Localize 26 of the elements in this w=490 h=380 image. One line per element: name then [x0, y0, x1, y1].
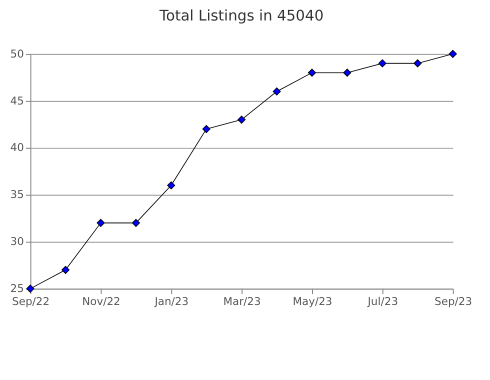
- y-tick-label: 25: [10, 282, 24, 296]
- point: [448, 50, 457, 58]
- chart-title: Total Listings in 45040: [158, 8, 324, 25]
- y-tick-label: 50: [10, 47, 24, 60]
- point: [132, 218, 140, 227]
- y-tick-label: 30: [10, 235, 24, 248]
- y-tick-label: 45: [10, 94, 24, 108]
- point: [96, 218, 105, 227]
- point: [62, 266, 70, 274]
- point: [343, 68, 352, 77]
- point: [272, 87, 281, 96]
- point: [238, 116, 246, 124]
- x-tick-label: May/23: [292, 294, 332, 308]
- x-tick-label: Mar/23: [223, 294, 261, 308]
- x-tick-label: Jan/23: [154, 294, 189, 308]
- x-tick-label: Sep/22: [12, 294, 50, 308]
- y-tick-label: 35: [10, 188, 24, 202]
- x-tick-label: Jul/23: [366, 294, 398, 308]
- y-tick-label: 40: [10, 141, 24, 154]
- x-tick-label: Sep/23: [434, 294, 472, 308]
- point: [308, 68, 316, 77]
- point: [378, 59, 386, 68]
- point: [167, 181, 176, 190]
- x-tick-label: Nov/22: [82, 294, 120, 308]
- point: [414, 59, 422, 68]
- point: [202, 125, 210, 134]
